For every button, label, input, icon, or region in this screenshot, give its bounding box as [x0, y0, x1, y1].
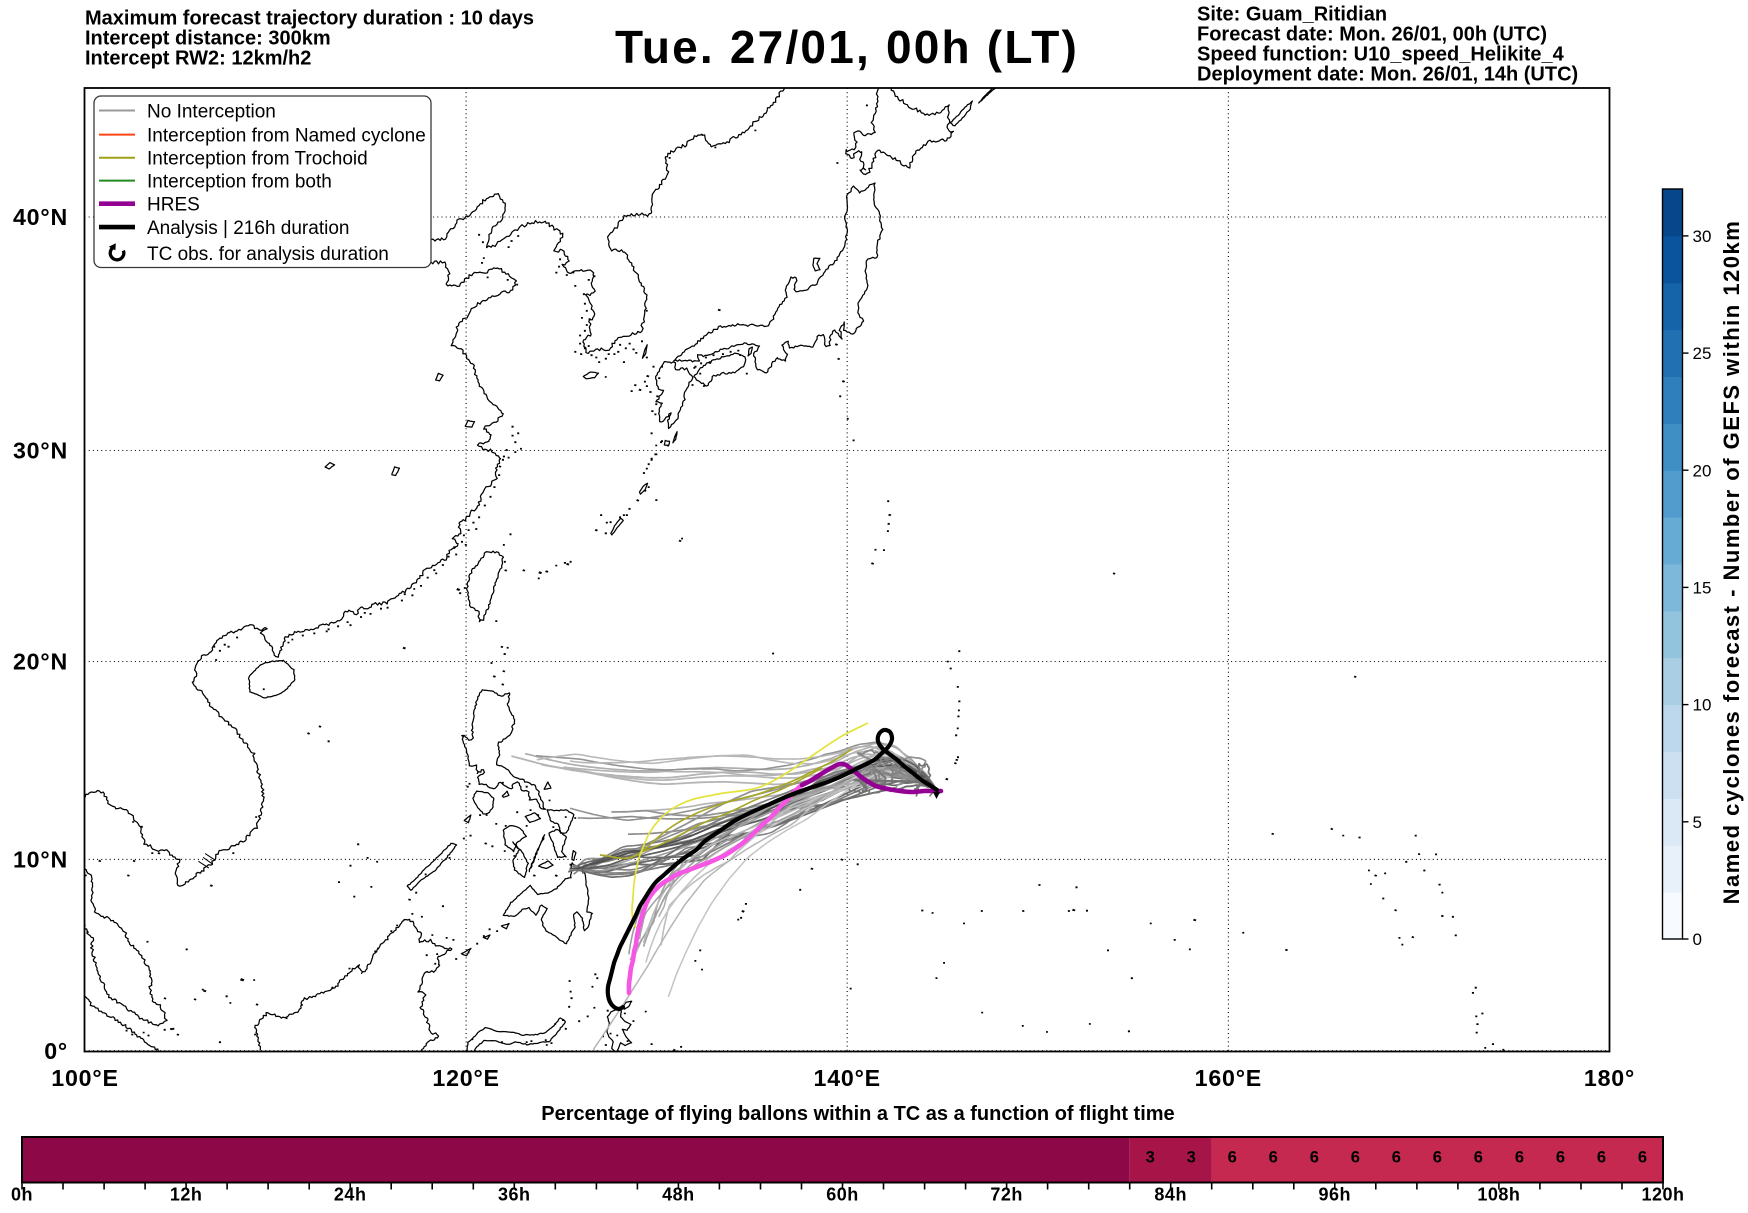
- svg-text:HRES: HRES: [147, 195, 200, 216]
- svg-text:108h: 108h: [1477, 1185, 1520, 1205]
- svg-text:Named cyclones forecast - Numb: Named cyclones forecast - Number of GEFS…: [1719, 220, 1744, 905]
- svg-text:6: 6: [1228, 1149, 1237, 1167]
- svg-text:3: 3: [1187, 1149, 1196, 1167]
- svg-text:25: 25: [1693, 344, 1712, 363]
- svg-text:Deployment date: Mon. 26/01, 1: Deployment date: Mon. 26/01, 14h (UTC): [1197, 64, 1578, 86]
- svg-text:24h: 24h: [334, 1185, 367, 1205]
- svg-text:72h: 72h: [990, 1185, 1023, 1205]
- svg-text:Forecast date: Mon. 26/01, 00h: Forecast date: Mon. 26/01, 00h (UTC): [1197, 24, 1547, 46]
- svg-text:3: 3: [1146, 1149, 1155, 1167]
- svg-text:6: 6: [1433, 1149, 1442, 1167]
- svg-text:0°: 0°: [44, 1038, 68, 1064]
- svg-text:100°E: 100°E: [51, 1065, 118, 1091]
- svg-text:Speed function: U10_speed_Heli: Speed function: U10_speed_Helikite_4: [1197, 44, 1565, 66]
- svg-text:15: 15: [1693, 578, 1712, 597]
- svg-text:6: 6: [1556, 1149, 1565, 1167]
- svg-text:6: 6: [1638, 1149, 1647, 1167]
- svg-text:120h: 120h: [1641, 1185, 1684, 1205]
- svg-text:6: 6: [1392, 1149, 1401, 1167]
- svg-text:60h: 60h: [826, 1185, 859, 1205]
- svg-text:TC obs. for analysis duration: TC obs. for analysis duration: [147, 244, 389, 265]
- svg-text:Percentage of flying ballons w: Percentage of flying ballons within a TC…: [541, 1103, 1174, 1125]
- svg-text:Maximum forecast trajectory du: Maximum forecast trajectory duration : 1…: [85, 8, 534, 30]
- svg-text:0: 0: [1693, 930, 1702, 949]
- svg-text:No Interception: No Interception: [147, 102, 276, 123]
- svg-text:Intercept distance: 300km: Intercept distance: 300km: [85, 28, 331, 50]
- svg-text:12h: 12h: [170, 1185, 203, 1205]
- svg-text:Interception from Named cyclon: Interception from Named cyclone: [147, 126, 426, 147]
- svg-text:6: 6: [1310, 1149, 1319, 1167]
- svg-text:Tue. 27/01, 00h (LT): Tue. 27/01, 00h (LT): [615, 21, 1079, 73]
- svg-text:120°E: 120°E: [432, 1065, 499, 1091]
- svg-text:6: 6: [1597, 1149, 1606, 1167]
- svg-text:Intercept RW2: 12km/h2: Intercept RW2: 12km/h2: [85, 48, 311, 70]
- svg-text:40°N: 40°N: [13, 204, 68, 230]
- svg-text:20°N: 20°N: [13, 649, 68, 675]
- svg-text:84h: 84h: [1154, 1185, 1187, 1205]
- svg-text:36h: 36h: [498, 1185, 531, 1205]
- svg-text:6: 6: [1474, 1149, 1483, 1167]
- svg-text:180°: 180°: [1584, 1065, 1635, 1091]
- svg-text:10°N: 10°N: [13, 846, 68, 872]
- svg-text:10: 10: [1693, 696, 1712, 715]
- svg-text:0h: 0h: [11, 1185, 33, 1205]
- svg-text:Interception from both: Interception from both: [147, 172, 332, 193]
- svg-text:Site: Guam_Ritidian: Site: Guam_Ritidian: [1197, 4, 1387, 26]
- svg-text:6: 6: [1351, 1149, 1360, 1167]
- svg-text:160°E: 160°E: [1195, 1065, 1262, 1091]
- svg-text:20: 20: [1693, 461, 1712, 480]
- svg-text:30: 30: [1693, 227, 1712, 246]
- svg-text:6: 6: [1515, 1149, 1524, 1167]
- svg-text:30°N: 30°N: [13, 438, 68, 464]
- svg-text:140°E: 140°E: [814, 1065, 881, 1091]
- svg-text:48h: 48h: [662, 1185, 695, 1205]
- svg-text:6: 6: [1269, 1149, 1278, 1167]
- svg-text:5: 5: [1693, 813, 1702, 832]
- svg-text:96h: 96h: [1319, 1185, 1352, 1205]
- svg-text:Interception from Trochoid: Interception from Trochoid: [147, 149, 368, 170]
- svg-text:Analysis | 216h duration: Analysis | 216h duration: [147, 218, 349, 239]
